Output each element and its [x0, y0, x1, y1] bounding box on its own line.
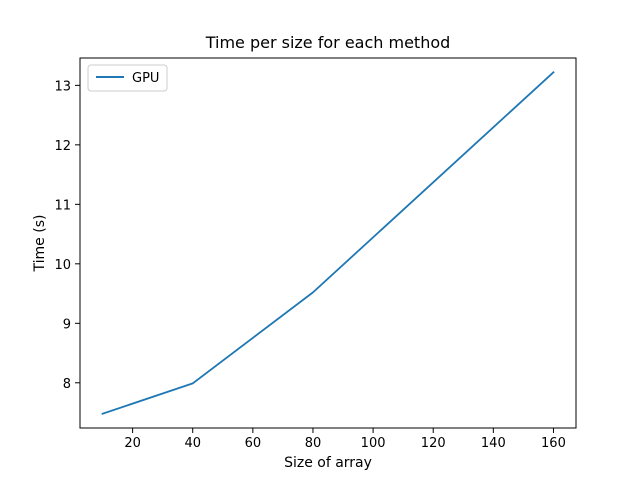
series-line-gpu: [101, 71, 555, 415]
y-tick-label: 11: [54, 198, 71, 213]
series-layer: [101, 71, 555, 415]
legend-gpu-label: GPU: [132, 71, 159, 86]
legend-box: [87, 64, 168, 92]
x-axis: 20 40 60 80 100 120 140 160: [124, 428, 566, 451]
y-axis-label: Time (s): [32, 215, 48, 273]
y-tick-label: 13: [54, 79, 71, 94]
legend: GPU: [87, 64, 168, 92]
x-tick-label: 20: [124, 436, 141, 451]
x-tick-label: 120: [421, 436, 446, 451]
x-tick-label: 80: [305, 436, 322, 451]
x-axis-label: Size of array: [284, 455, 372, 471]
y-tick-label: 12: [54, 139, 71, 154]
x-tick-label: 160: [541, 436, 566, 451]
y-tick-label: 9: [63, 317, 71, 332]
chart-title: Time per size for each method: [205, 33, 451, 52]
x-tick-label: 100: [361, 436, 386, 451]
axes-frame: [79, 57, 577, 429]
y-tick-label: 10: [54, 258, 71, 273]
x-tick-label: 40: [184, 436, 201, 451]
x-tick-label: 60: [245, 436, 262, 451]
plot-area: [79, 57, 577, 429]
y-axis: 8 9 10 11 12 13: [54, 79, 80, 392]
y-tick-label: 8: [63, 377, 71, 392]
x-tick-label: 140: [481, 436, 506, 451]
